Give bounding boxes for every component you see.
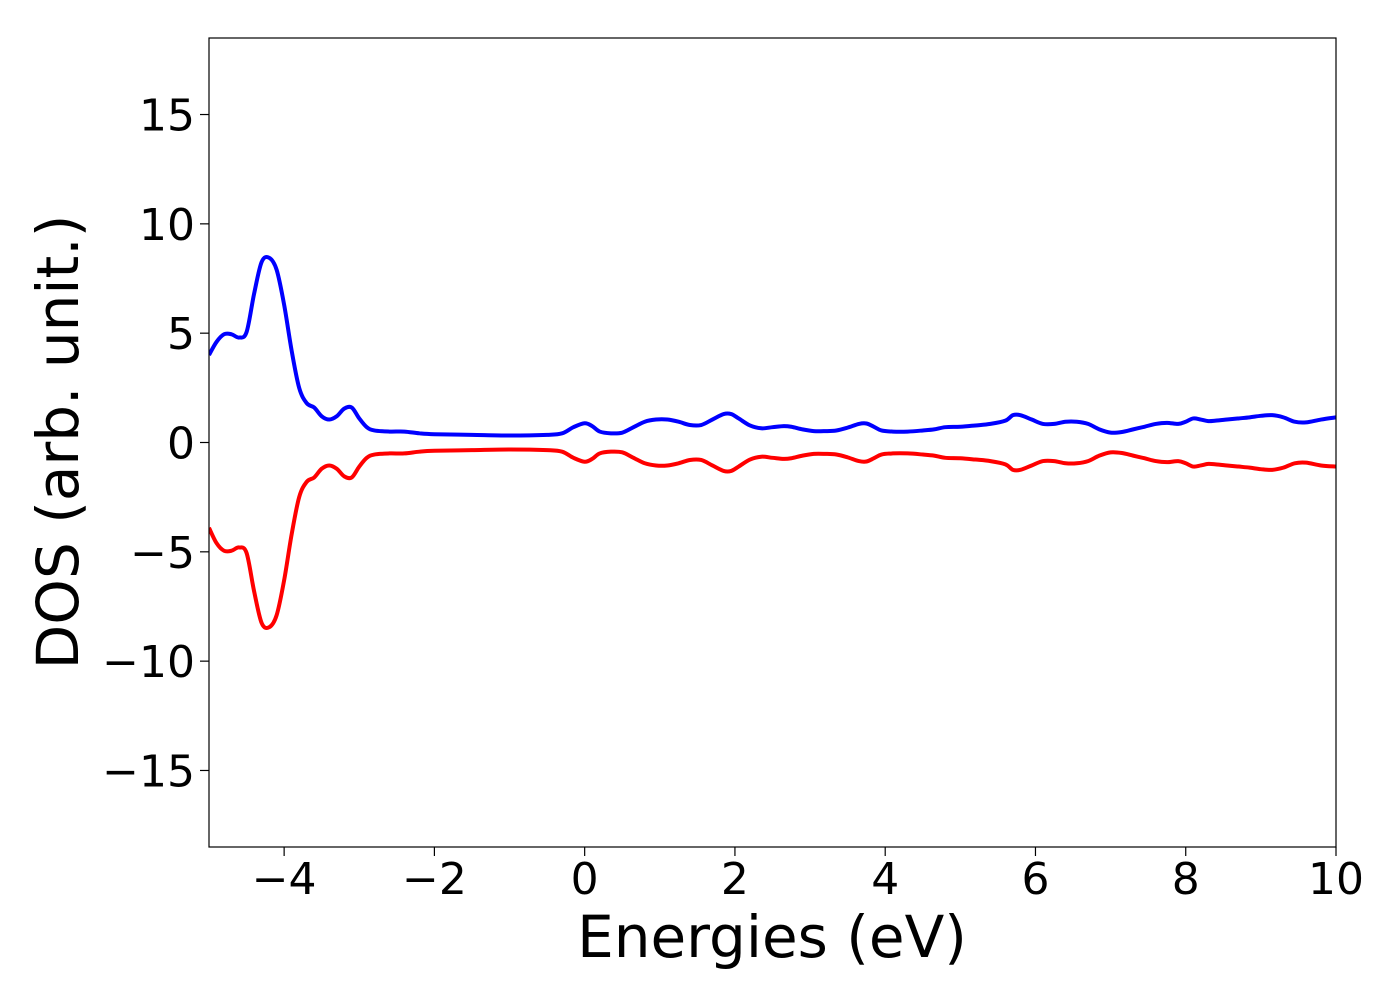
x-axis-title: Energies (eV) (577, 903, 967, 971)
x-tick-label: 2 (721, 854, 749, 905)
y-tick-label: 0 (167, 419, 195, 470)
y-tick-label: 15 (139, 91, 195, 142)
x-tick-label: 6 (1021, 854, 1049, 905)
x-axis: −4 −2 0 2 4 6 8 10 (252, 847, 1364, 905)
x-tick-label: 10 (1308, 854, 1364, 905)
series-layer (209, 254, 1336, 631)
x-tick-label: −2 (402, 854, 467, 905)
y-tick-label: −15 (102, 746, 195, 797)
y-tick-label: 5 (167, 309, 195, 360)
y-axis-title: DOS (arb. unit.) (24, 215, 92, 670)
dos-series-spin-down (209, 447, 1336, 631)
y-tick-label: −10 (102, 637, 195, 688)
y-tick-label: 10 (139, 200, 195, 251)
x-tick-label: 4 (871, 854, 899, 905)
y-axis: −15 −10 −5 0 5 10 15 (102, 91, 209, 797)
dos-series-spin-up (209, 254, 1336, 438)
y-tick-label: −5 (130, 528, 195, 579)
x-tick-label: 0 (571, 854, 599, 905)
x-tick-label: −4 (252, 854, 317, 905)
x-tick-label: 8 (1172, 854, 1200, 905)
